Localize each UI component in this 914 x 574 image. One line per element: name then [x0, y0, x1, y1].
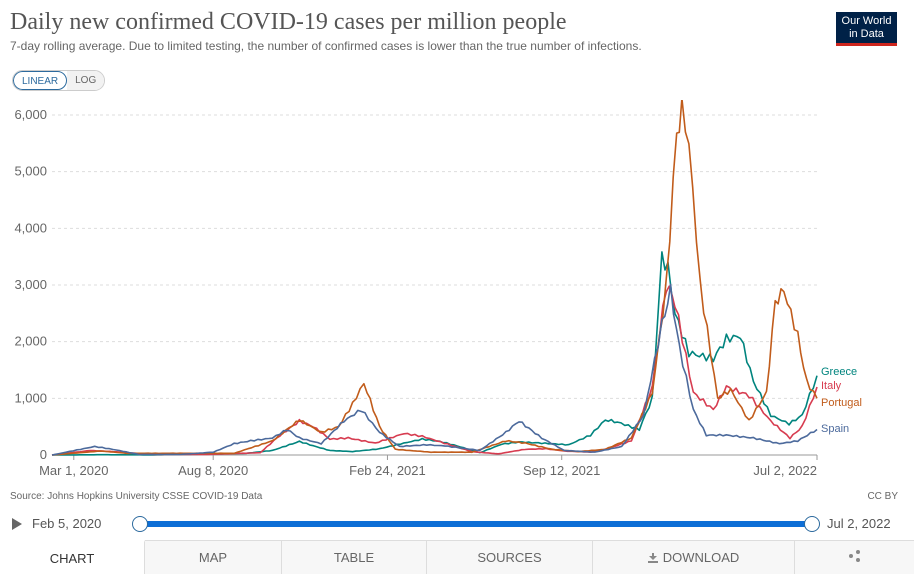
y-tick-label: 3,000 — [14, 277, 47, 292]
timeline-start-label: Feb 5, 2020 — [32, 516, 102, 531]
timeline: Feb 5, 2020 Jul 2, 2022 — [0, 512, 914, 536]
tab-share[interactable] — [795, 541, 914, 574]
linear-scale-button[interactable]: LINEAR — [13, 71, 68, 90]
tab-sources[interactable]: SOURCES — [427, 541, 593, 574]
axis-ticks: 0 1,000 2,000 3,000 4,000 5,000 6,000 Mar 1, 20… — [14, 107, 818, 478]
y-tick-label: 2,000 — [14, 334, 47, 349]
series-lines[interactable] — [51, 100, 818, 456]
logo-line-2: in Data — [849, 28, 884, 40]
play-icon[interactable] — [12, 518, 22, 530]
x-tick-label: Jul 2, 2022 — [753, 463, 817, 478]
tab-map-label: MAP — [198, 550, 228, 565]
tab-map[interactable]: MAP — [145, 541, 282, 574]
series-label-portugal[interactable]: Portugal — [821, 397, 862, 409]
timeline-end-handle[interactable] — [804, 516, 820, 532]
x-tick-label: Sep 12, 2021 — [523, 463, 600, 478]
y-tick-label: 6,000 — [14, 107, 47, 122]
tab-table-label: TABLE — [333, 550, 375, 565]
logo-accent-bar — [836, 43, 897, 46]
logo-line-1: Our World — [841, 15, 892, 27]
y-tick-label: 1,000 — [14, 390, 47, 405]
tab-bar: CHART MAP TABLE SOURCES DOWNLOAD — [0, 540, 914, 574]
download-icon — [647, 553, 658, 563]
timeline-start-handle[interactable] — [132, 516, 148, 532]
share-icon — [848, 550, 861, 562]
chart-subtitle: 7-day rolling average. Due to limited te… — [10, 39, 642, 53]
source-note[interactable]: Source: Johns Hopkins University CSSE CO… — [10, 491, 263, 502]
tab-chart-label: CHART — [49, 551, 95, 566]
owid-logo[interactable]: Our World in Data — [836, 12, 897, 46]
x-tick-label: Mar 1, 2020 — [39, 463, 108, 478]
tab-sources-label: SOURCES — [477, 550, 542, 565]
series-label-italy[interactable]: Italy — [821, 380, 842, 392]
timeline-track[interactable] — [140, 521, 812, 527]
series-line-greece[interactable] — [52, 251, 818, 456]
log-scale-button[interactable]: LOG — [67, 71, 105, 90]
grid-lines — [52, 114, 817, 456]
x-tick-label: Feb 24, 2021 — [349, 463, 426, 478]
timeline-end-label: Jul 2, 2022 — [827, 516, 891, 531]
y-tick-label: 0 — [40, 447, 47, 462]
line-chart[interactable]: 0 1,000 2,000 3,000 4,000 5,000 6,000 Mar 1, 20… — [0, 100, 914, 485]
chart-title: Daily new confirmed COVID-19 cases per m… — [10, 9, 567, 35]
series-line-portugal[interactable] — [51, 100, 818, 456]
tab-chart[interactable]: CHART — [0, 540, 145, 574]
y-tick-label: 4,000 — [14, 220, 47, 235]
tab-download[interactable]: DOWNLOAD — [593, 541, 795, 574]
series-label-spain[interactable]: Spain — [821, 423, 849, 435]
license-link[interactable]: CC BY — [867, 491, 898, 502]
series-line-spain[interactable] — [51, 283, 818, 456]
legend-labels[interactable]: Greece Italy Portugal Spain — [821, 366, 862, 435]
series-label-greece[interactable]: Greece — [821, 366, 857, 378]
series-line-italy[interactable] — [51, 285, 818, 456]
x-tick-label: Aug 8, 2020 — [178, 463, 248, 478]
tab-table[interactable]: TABLE — [282, 541, 427, 574]
scale-toggle: LINEAR LOG — [12, 70, 106, 91]
tab-download-label: DOWNLOAD — [662, 550, 740, 565]
y-tick-label: 5,000 — [14, 164, 47, 179]
